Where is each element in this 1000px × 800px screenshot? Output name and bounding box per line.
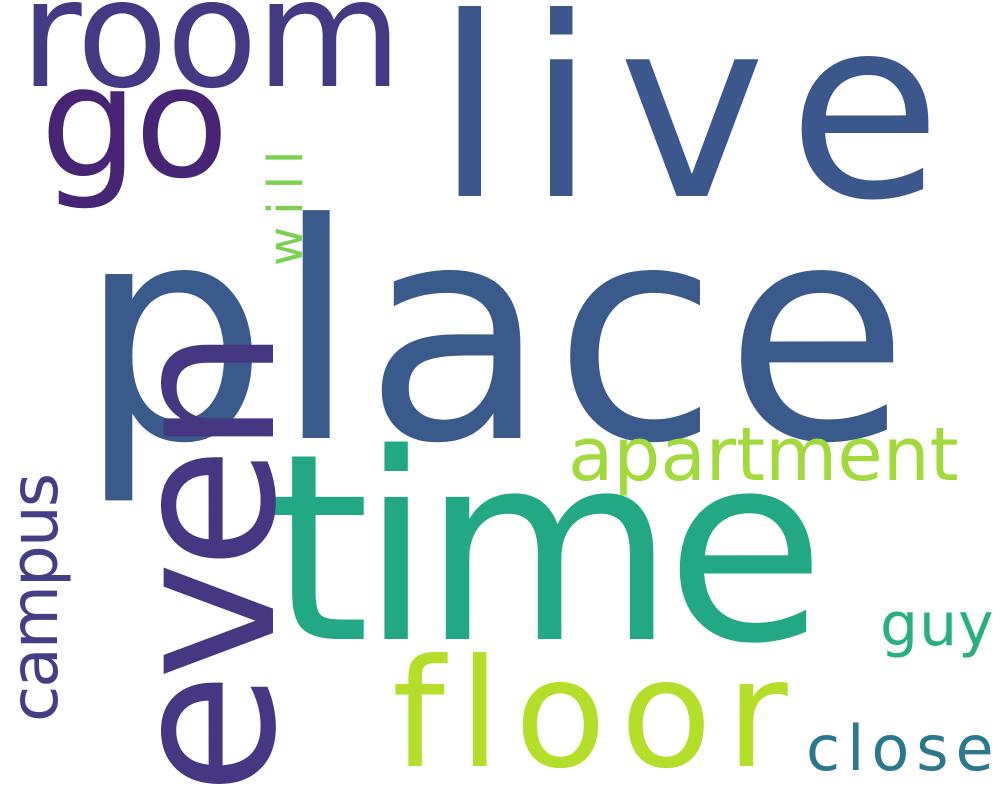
word-campus: campus <box>0 474 73 722</box>
word-apartment: apartment <box>568 412 959 498</box>
word-guy: guy <box>880 590 995 660</box>
word-room: room <box>20 0 402 122</box>
word-close: close <box>806 712 1000 785</box>
word-time: time <box>268 399 825 701</box>
word-live: live <box>435 0 964 255</box>
word-even: even <box>88 335 321 795</box>
word-place: place <box>78 160 916 509</box>
word-go: go <box>40 32 229 213</box>
word-floor: floor <box>392 628 802 800</box>
word-will: will <box>258 138 314 266</box>
